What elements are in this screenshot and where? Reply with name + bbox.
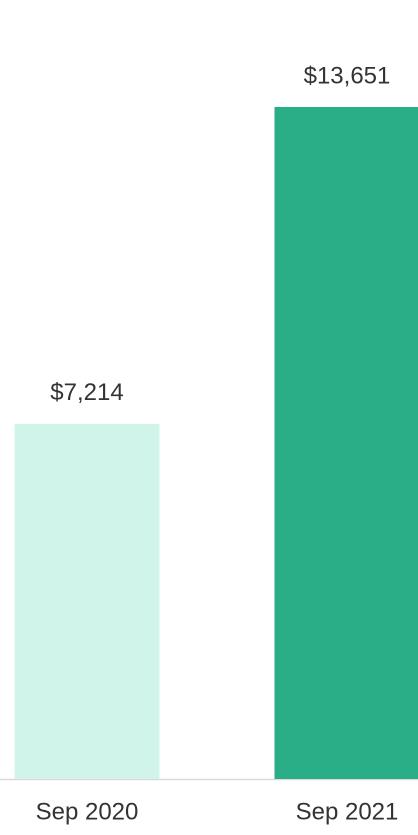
- bar: [14, 423, 160, 779]
- value-label: $13,651: [304, 62, 391, 89]
- x-tick-label: Sep 2021: [296, 798, 399, 825]
- x-tick-label: Sep 2020: [36, 798, 139, 825]
- bar: [274, 107, 418, 779]
- value-label: $7,214: [50, 379, 123, 406]
